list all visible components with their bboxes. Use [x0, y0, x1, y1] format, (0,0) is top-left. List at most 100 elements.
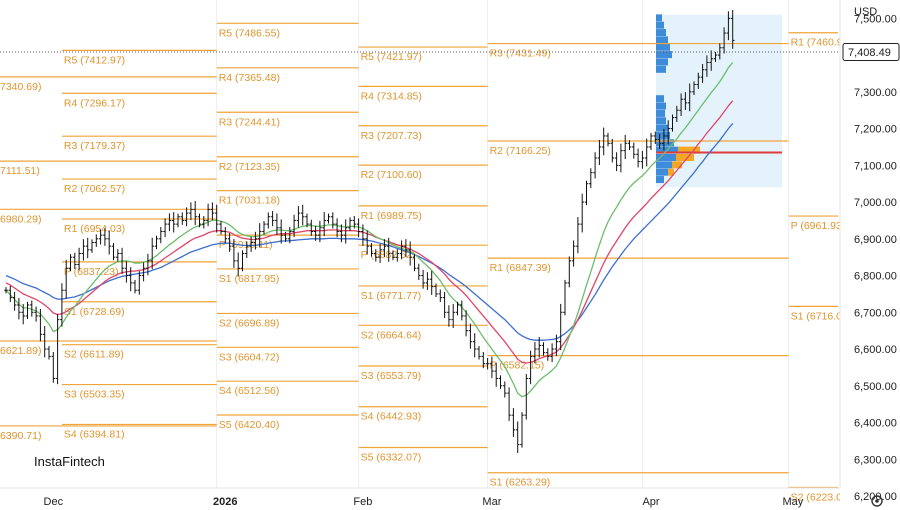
ohlc-bar [404, 239, 408, 257]
ohlc-bar [318, 220, 322, 243]
ohlc-bar [498, 375, 503, 389]
watermark-logo: InstaFintech [34, 454, 105, 469]
ohlc-bar [232, 239, 236, 268]
ohlc-bar [580, 193, 584, 233]
ohlc-bar [481, 351, 486, 369]
ohlc-bar [524, 374, 529, 420]
ohlc-bar [442, 291, 447, 319]
pivot-level-label: S2 (6611.89) [64, 349, 124, 361]
ohlc-bar [21, 303, 25, 325]
ohlc-bar [352, 216, 357, 229]
ohlc-bar [490, 356, 494, 379]
price-axis[interactable]: 7,500.007,400.007,300.007,200.007,100.00… [854, 13, 897, 503]
pivot-level-label: S4 (6512.56) [219, 385, 280, 397]
ohlc-bar [180, 212, 185, 225]
ohlc-bar [296, 206, 301, 228]
pivot-level-label: S2 (6664.64) [361, 329, 422, 341]
ohlc-bar [726, 11, 731, 41]
time-tick-label: Feb [353, 496, 372, 508]
ohlc-bar [356, 218, 361, 238]
ohlc-bar [421, 269, 425, 289]
ohlc-bar [163, 218, 167, 238]
pivot-level-label: S5 (6332.07) [361, 451, 422, 463]
ohlc-bar [202, 216, 206, 229]
ohlc-bar [614, 152, 619, 172]
ohlc-bar [227, 233, 232, 252]
pivot-level-label: S1 (6817.95) [219, 273, 280, 285]
ohlc-bar [584, 180, 589, 206]
ohlc-bar [305, 213, 309, 228]
ohlc-bar [141, 262, 146, 282]
ohlc-bar [541, 342, 546, 356]
ohlc-bar [709, 50, 713, 71]
volume-profile-bar [656, 176, 664, 184]
ohlc-bar [425, 272, 430, 290]
ohlc-bar [73, 252, 77, 269]
ohlc-bar [120, 247, 124, 274]
ohlc-bar [606, 132, 610, 147]
ohlc-bar [593, 152, 597, 179]
ohlc-bar [447, 305, 451, 327]
price-tick-label: 7,500.00 [854, 13, 897, 25]
ohlc-bar [636, 148, 640, 168]
ohlc-bar [563, 279, 567, 316]
ohlc-bar [649, 132, 653, 151]
volume-profile-bar [656, 109, 665, 117]
volume-profile-bar [656, 139, 674, 147]
ohlc-bar [455, 301, 460, 316]
ohlc-bar [266, 212, 271, 229]
ohlc-bar [632, 142, 636, 159]
ohlc-bar [339, 224, 344, 243]
pivot-level-label: R3 (7431.49) [490, 48, 551, 60]
time-axis[interactable]: Dec 2026 Feb Mar Apr May [44, 496, 804, 508]
current-price-badge: 7,408.49 [842, 43, 900, 61]
settings-gear-icon[interactable] [871, 495, 883, 507]
ohlc-bar [184, 207, 189, 227]
volume-profile-bar [656, 131, 670, 139]
price-tick-label: 7,200.00 [854, 124, 897, 136]
ohlc-bar [8, 285, 13, 303]
ohlc-bar [464, 310, 468, 337]
ohlc-bar [571, 240, 576, 267]
pivot-level-label: S4 (6394.81) [64, 428, 125, 440]
pivot-level-label: 6980.29) [0, 213, 41, 225]
time-tick-label: Mar [482, 496, 501, 508]
pivot-level-label: R1 (6954.03) [64, 223, 125, 235]
ohlc-bar [236, 252, 240, 277]
ohlc-bar [288, 227, 292, 244]
ohlc-bar [395, 249, 400, 262]
ohlc-bar [399, 240, 404, 260]
pivot-level-label: R1 (7460.92) [791, 37, 852, 49]
pivot-level-label: R1 (6847.39) [490, 262, 551, 274]
ohlc-bar [81, 239, 86, 261]
ohlc-bar [257, 223, 262, 248]
currency-label[interactable]: USD [854, 6, 877, 18]
pivot-level-label: R3 (7207.73) [361, 130, 422, 142]
price-tick-label: 6,400.00 [854, 418, 897, 430]
time-tick-label: 2026 [213, 496, 237, 508]
pivot-level-label: P (6882.62) [361, 249, 416, 261]
ohlc-bar [567, 256, 572, 288]
ohlc-bar [150, 237, 154, 270]
ohlc-bar [309, 219, 314, 236]
price-tick-label: 6,500.00 [854, 381, 897, 393]
ohlc-bar [137, 271, 142, 295]
ohlc-bar [700, 64, 705, 83]
ohlc-bar [176, 213, 180, 228]
volume-profile-bar [656, 36, 668, 44]
price-tick-label: 6,600.00 [854, 344, 897, 356]
ohlc-bar [378, 244, 382, 263]
ohlc-bar [679, 93, 683, 116]
ohlc-bar [197, 213, 202, 228]
ohlc-bar [94, 234, 99, 247]
volume-profile-bar [656, 58, 668, 66]
ohlc-bar [576, 217, 580, 254]
ohlc-bar [253, 231, 258, 250]
pivot-level-label: R5 (7486.55) [219, 27, 280, 39]
pivot-level-label: S1 (6263.29) [490, 477, 551, 489]
ohlc-bar [730, 9, 735, 49]
ohlc-bar [369, 243, 374, 257]
ohlc-bar [429, 270, 434, 295]
ohlc-bar [116, 249, 120, 262]
